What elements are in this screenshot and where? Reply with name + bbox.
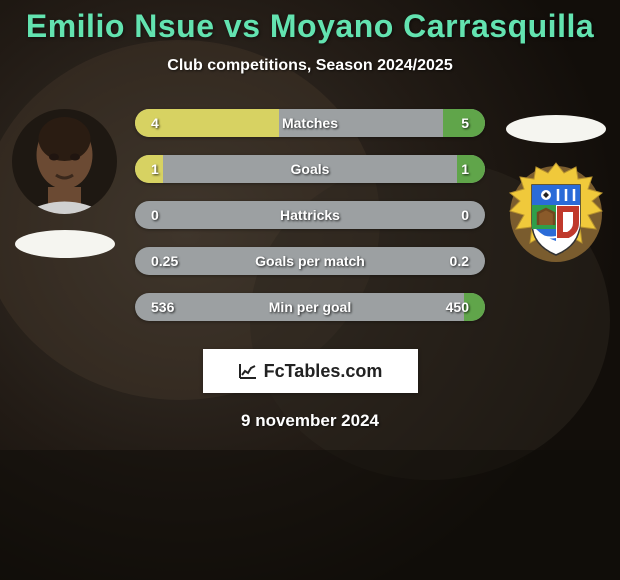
stat-label: Hattricks xyxy=(280,207,340,223)
player2-photo-placeholder xyxy=(506,115,606,143)
right-value: 0 xyxy=(461,207,469,223)
right-value: 5 xyxy=(461,115,469,131)
left-value: 1 xyxy=(151,161,159,177)
fctables-watermark: FcTables.com xyxy=(203,349,418,393)
left-player-column xyxy=(12,103,117,258)
stat-row: 536 Min per goal 450 xyxy=(135,293,485,321)
left-value: 0 xyxy=(151,207,159,223)
right-player-column xyxy=(503,103,608,264)
stat-rows: 4 Matches 5 1 Goals 1 0 Hattricks 0 0.25 Goals per… xyxy=(135,103,485,321)
left-value: 0.25 xyxy=(151,253,178,269)
left-value: 536 xyxy=(151,299,174,315)
row-text: 4 Matches 5 xyxy=(135,109,485,137)
player2-club-crest xyxy=(506,159,606,264)
comparison-title: Emilio Nsue vs Moyano Carrasquilla xyxy=(26,8,594,45)
stat-label: Goals xyxy=(291,161,330,177)
row-text: 0 Hattricks 0 xyxy=(135,201,485,229)
stat-row: 1 Goals 1 xyxy=(135,155,485,183)
left-value: 4 xyxy=(151,115,159,131)
stat-row: 4 Matches 5 xyxy=(135,109,485,137)
watermark-text: FcTables.com xyxy=(264,361,383,382)
season-subtitle: Club competitions, Season 2024/2025 xyxy=(167,57,452,75)
stat-label: Matches xyxy=(282,115,338,131)
player1-avatar xyxy=(12,109,117,214)
stat-row: 0 Hattricks 0 xyxy=(135,201,485,229)
right-value: 1 xyxy=(461,161,469,177)
chart-icon xyxy=(238,362,258,380)
stat-label: Min per goal xyxy=(269,299,351,315)
right-value: 0.2 xyxy=(450,253,469,269)
right-value: 450 xyxy=(446,299,469,315)
stat-row: 0.25 Goals per match 0.2 xyxy=(135,247,485,275)
row-text: 0.25 Goals per match 0.2 xyxy=(135,247,485,275)
row-text: 1 Goals 1 xyxy=(135,155,485,183)
row-text: 536 Min per goal 450 xyxy=(135,293,485,321)
player1-club-logo xyxy=(15,230,115,258)
snapshot-date: 9 november 2024 xyxy=(241,411,379,431)
stat-label: Goals per match xyxy=(255,253,365,269)
